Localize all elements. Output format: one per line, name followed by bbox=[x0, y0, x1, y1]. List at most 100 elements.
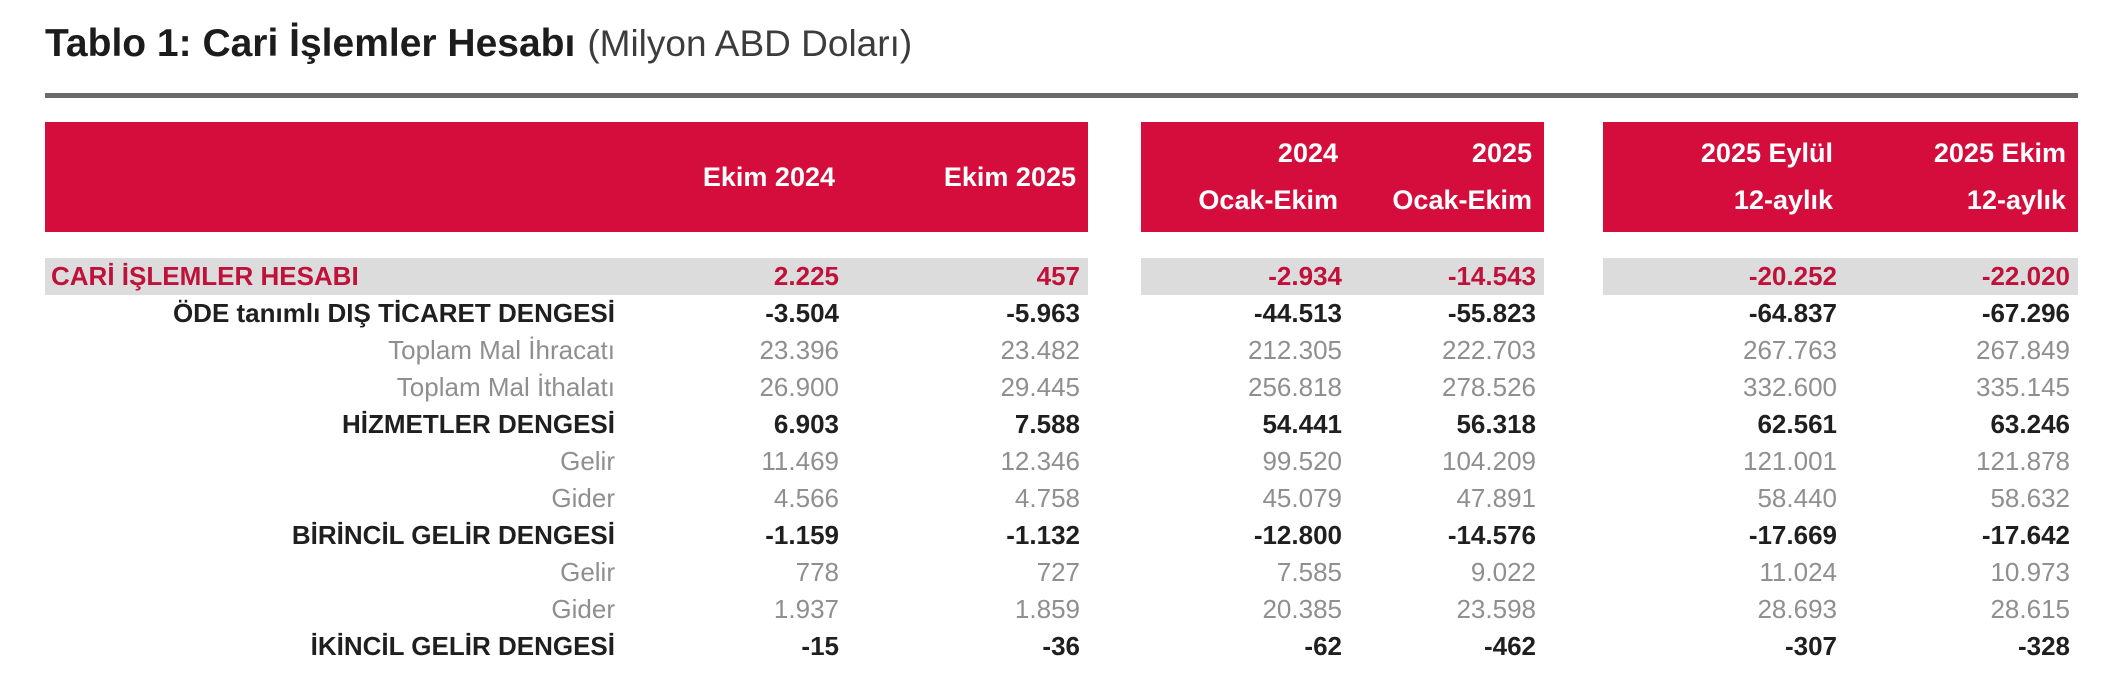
cell-value: 26.900 bbox=[759, 372, 839, 402]
column-gap bbox=[1088, 332, 1141, 369]
cell-value: 727 bbox=[1036, 557, 1080, 587]
cell-value: 256.818 bbox=[1248, 372, 1342, 402]
header-col-2025-ekim-12aylik: 2025 Ekim 12-aylık bbox=[1845, 122, 2078, 232]
row-label: HİZMETLER DENGESİ bbox=[341, 409, 615, 439]
title-divider bbox=[45, 93, 2078, 98]
cell-value: 12.346 bbox=[1000, 446, 1080, 476]
column-gap bbox=[1088, 517, 1141, 554]
cell-value: -12.800 bbox=[1253, 520, 1342, 550]
row-label: Gider bbox=[551, 483, 615, 513]
column-gap bbox=[1544, 480, 1603, 517]
header-line: 2024 bbox=[1277, 138, 1338, 168]
cell-value: 2.225 bbox=[620, 258, 847, 295]
column-gap bbox=[1088, 480, 1141, 517]
row-label: Gelir bbox=[560, 446, 615, 476]
cell-value: -5.963 bbox=[1006, 298, 1080, 328]
cell-value: 212.305 bbox=[1248, 335, 1342, 365]
column-gap bbox=[1544, 591, 1603, 628]
cell-value: 58.632 bbox=[1990, 483, 2070, 513]
cell-value: -462 bbox=[1483, 631, 1536, 661]
cell-value: -67.296 bbox=[1981, 298, 2070, 328]
cell-value: 104.209 bbox=[1442, 446, 1536, 476]
cell-value: -14.543 bbox=[1350, 258, 1544, 295]
header-group-gap bbox=[1544, 122, 1603, 232]
cell-value: 45.079 bbox=[1262, 483, 1342, 513]
cell-value: 121.878 bbox=[1976, 446, 2070, 476]
column-gap bbox=[1544, 369, 1603, 406]
cell-value: 1.937 bbox=[773, 594, 839, 624]
column-gap bbox=[1544, 258, 1603, 295]
cell-value: 28.615 bbox=[1990, 594, 2070, 624]
header-col-2025-ocak-ekim: 2025 Ocak-Ekim bbox=[1350, 122, 1544, 232]
cell-value: 10.973 bbox=[1990, 557, 2070, 587]
page-title: Tablo 1: Cari İşlemler Hesabı (Milyon ABD… bbox=[45, 22, 912, 66]
cell-value: -62 bbox=[1304, 631, 1342, 661]
cell-value: -2.934 bbox=[1141, 258, 1350, 295]
cell-value: -15 bbox=[801, 631, 839, 661]
row-label: Toplam Mal İhracatı bbox=[388, 335, 615, 365]
column-gap bbox=[1088, 554, 1141, 591]
cell-value: 56.318 bbox=[1456, 409, 1536, 439]
cell-value: -44.513 bbox=[1253, 298, 1342, 328]
cell-value: 99.520 bbox=[1262, 446, 1342, 476]
header-col-ekim-2025: Ekim 2025 bbox=[847, 122, 1088, 232]
cell-value: 9.022 bbox=[1470, 557, 1536, 587]
header-line: 12-aylık bbox=[1966, 185, 2066, 215]
cell-value: -1.132 bbox=[1006, 520, 1080, 550]
header-line: 2025 Eylül bbox=[1700, 138, 1833, 168]
cell-value: -55.823 bbox=[1447, 298, 1536, 328]
cell-value: -328 bbox=[2017, 631, 2070, 661]
cell-value: -22.020 bbox=[1845, 258, 2078, 295]
cell-value: 278.526 bbox=[1442, 372, 1536, 402]
column-gap bbox=[1544, 517, 1603, 554]
cell-value: 1.859 bbox=[1014, 594, 1080, 624]
row-label: Toplam Mal İthalatı bbox=[396, 372, 615, 402]
table-title-unit: (Milyon ABD Doları) bbox=[587, 23, 913, 64]
row-label: İKİNCİL GELİR DENGESİ bbox=[310, 631, 615, 661]
header-line: Ekim 2025 bbox=[943, 161, 1076, 192]
cell-value: 7.588 bbox=[1014, 409, 1080, 439]
row-label: BİRİNCİL GELİR DENGESİ bbox=[291, 520, 615, 550]
row-label: ÖDE tanımlı DIŞ TİCARET DENGESİ bbox=[172, 298, 615, 328]
cell-value: 23.396 bbox=[759, 335, 839, 365]
cell-value: 11.024 bbox=[1759, 557, 1837, 587]
cell-value: -20.252 bbox=[1603, 258, 1845, 295]
cell-value: -17.642 bbox=[1981, 520, 2070, 550]
header-line: Ekim 2024 bbox=[702, 161, 835, 192]
current-account-table: Ekim 2024 Ekim 2025 2024 Ocak-Ekim 2025 Oc… bbox=[45, 122, 2078, 665]
cell-value: 20.385 bbox=[1262, 594, 1342, 624]
cell-value: 4.566 bbox=[773, 483, 839, 513]
header-line: Ocak-Ekim bbox=[1392, 185, 1532, 215]
cell-value: -1.159 bbox=[765, 520, 839, 550]
table-title: Tablo 1: Cari İşlemler Hesabı bbox=[45, 22, 576, 65]
column-gap bbox=[1088, 628, 1141, 665]
header-line: Ocak-Ekim bbox=[1198, 185, 1338, 215]
cell-value: 29.445 bbox=[1000, 372, 1080, 402]
row-label: Gider bbox=[551, 594, 615, 624]
header-line: 2025 bbox=[1471, 138, 1532, 168]
cell-value: 6.903 bbox=[773, 409, 839, 439]
row-label: Gelir bbox=[560, 557, 615, 587]
column-gap bbox=[1544, 406, 1603, 443]
cell-value: 62.561 bbox=[1757, 409, 1837, 439]
header-body-spacer bbox=[45, 232, 2078, 258]
cell-value: 54.441 bbox=[1262, 409, 1342, 439]
cell-value: 7.585 bbox=[1276, 557, 1342, 587]
cell-value: 332.600 bbox=[1743, 372, 1837, 402]
cell-value: 457 bbox=[847, 258, 1088, 295]
header-corner-cell bbox=[45, 122, 620, 232]
cell-value: 267.849 bbox=[1976, 335, 2070, 365]
header-group-gap bbox=[1088, 122, 1141, 232]
column-gap bbox=[1088, 443, 1141, 480]
cell-value: -36 bbox=[1042, 631, 1080, 661]
header-col-2025-eylul-12aylik: 2025 Eylül 12-aylık bbox=[1603, 122, 1845, 232]
header-col-2024-ocak-ekim: 2024 Ocak-Ekim bbox=[1141, 122, 1350, 232]
column-gap bbox=[1544, 443, 1603, 480]
cell-value: 58.440 bbox=[1757, 483, 1837, 513]
cell-value: 4.758 bbox=[1014, 483, 1080, 513]
cell-value: -17.669 bbox=[1748, 520, 1837, 550]
column-gap bbox=[1544, 295, 1603, 332]
column-gap bbox=[1088, 406, 1141, 443]
column-gap bbox=[1544, 554, 1603, 591]
cell-value: 222.703 bbox=[1442, 335, 1536, 365]
